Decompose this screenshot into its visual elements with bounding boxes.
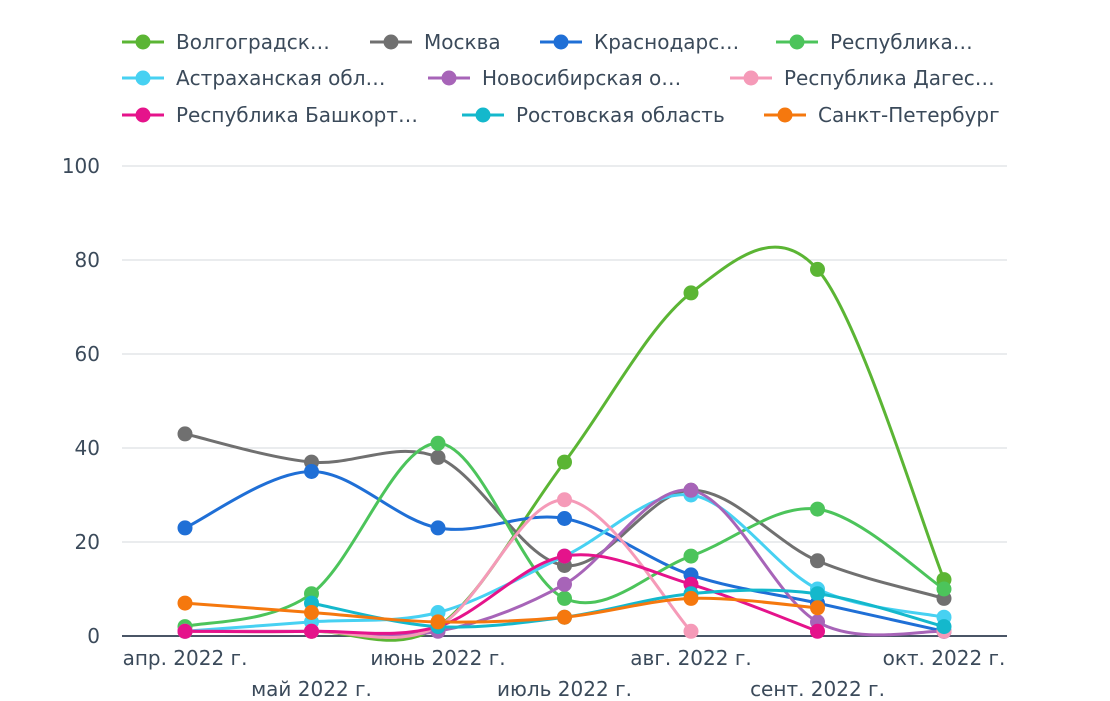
y-tick-label: 0 [87, 624, 100, 648]
legend-item[interactable]: Краснодарс… [540, 30, 739, 54]
data-point[interactable] [557, 511, 572, 526]
data-point[interactable] [683, 285, 699, 301]
data-point[interactable] [557, 492, 572, 508]
legend-item[interactable]: Санкт-Петербург [764, 103, 1000, 127]
data-point[interactable] [304, 623, 319, 639]
legend-label: Новосибирская о… [482, 66, 681, 90]
data-point[interactable] [683, 590, 699, 606]
data-point[interactable] [430, 435, 446, 451]
data-point[interactable] [810, 600, 825, 616]
series-points [177, 261, 952, 639]
data-point[interactable] [304, 605, 319, 620]
series-line [183, 596, 819, 624]
legend-marker [553, 34, 569, 50]
legend-label: Москва [424, 30, 501, 54]
grid [122, 165, 1007, 637]
x-tick-label: май 2022 г. [251, 677, 372, 701]
legend-marker [777, 107, 793, 123]
legend-item[interactable]: Москва [370, 30, 501, 54]
series-line [183, 553, 819, 635]
legend-item[interactable]: Республика… [776, 30, 973, 54]
legend-item[interactable]: Республика Башкорт… [122, 103, 418, 127]
data-point[interactable] [683, 623, 699, 639]
legend-label: Астраханская обл… [176, 66, 386, 90]
data-point[interactable] [810, 261, 825, 277]
x-tick-label: июнь 2022 г. [370, 646, 505, 670]
data-point[interactable] [683, 548, 699, 564]
data-point[interactable] [304, 464, 319, 479]
legend-item[interactable]: Республика Дагес… [730, 66, 995, 90]
y-tick-label: 100 [62, 154, 100, 178]
legend-marker [475, 107, 491, 123]
legend-item[interactable]: Ростовская область [462, 103, 725, 127]
data-point[interactable] [810, 501, 825, 517]
x-tick-label: апр. 2022 г. [123, 646, 248, 670]
legend-item[interactable]: Волгоградск… [122, 30, 330, 54]
x-tick-label: окт. 2022 г. [883, 646, 1006, 670]
data-point[interactable] [177, 595, 193, 611]
data-point[interactable] [557, 548, 572, 564]
y-tick-label: 40 [75, 436, 100, 460]
legend-marker [789, 34, 805, 50]
data-point[interactable] [810, 586, 825, 602]
legend-marker [135, 34, 151, 50]
data-point[interactable] [177, 520, 193, 536]
data-point[interactable] [810, 553, 825, 569]
data-point[interactable] [557, 454, 572, 470]
data-point[interactable] [177, 426, 193, 442]
legend-label: Краснодарс… [594, 30, 739, 54]
series-line [310, 588, 946, 629]
data-point[interactable] [683, 482, 699, 498]
y-axis: 0 20 40 60 80 100 [62, 154, 100, 648]
x-axis: апр. 2022 г.май 2022 г. июнь 2022 г. июль … [123, 646, 1006, 701]
legend-label: Республика Дагес… [784, 66, 995, 90]
legend-label: Ростовская область [516, 103, 725, 127]
x-tick-label: сент. 2022 г. [750, 677, 885, 701]
data-point[interactable] [177, 623, 193, 639]
legend-marker [383, 34, 399, 50]
legend-label: Волгоградск… [176, 30, 330, 54]
y-tick-label: 80 [75, 248, 100, 272]
data-point[interactable] [936, 581, 952, 597]
data-point[interactable] [557, 590, 572, 606]
x-tick-label: июль 2022 г. [497, 677, 632, 701]
data-point[interactable] [557, 609, 572, 625]
y-tick-label: 60 [75, 342, 100, 366]
legend-marker [135, 107, 151, 123]
legend-label: Республика… [830, 30, 973, 54]
legend-marker [441, 70, 457, 86]
data-point[interactable] [810, 623, 825, 639]
data-point[interactable] [557, 576, 572, 592]
data-point[interactable] [430, 614, 446, 630]
legend-label: Республика Башкорт… [176, 103, 418, 127]
y-tick-label: 20 [75, 530, 100, 554]
legend-marker [743, 70, 759, 86]
data-point[interactable] [430, 520, 446, 536]
legend: Волгоградск… Москва Краснодарс… Республика…… [122, 30, 1000, 127]
data-point[interactable] [430, 449, 446, 465]
x-tick-label: авг. 2022 г. [630, 646, 751, 670]
legend-item[interactable]: Астраханская обл… [122, 66, 386, 90]
legend-marker [135, 70, 151, 86]
data-point[interactable] [936, 619, 952, 635]
legend-item[interactable]: Новосибирская о… [428, 66, 681, 90]
legend-label: Санкт-Петербург [818, 103, 1000, 127]
